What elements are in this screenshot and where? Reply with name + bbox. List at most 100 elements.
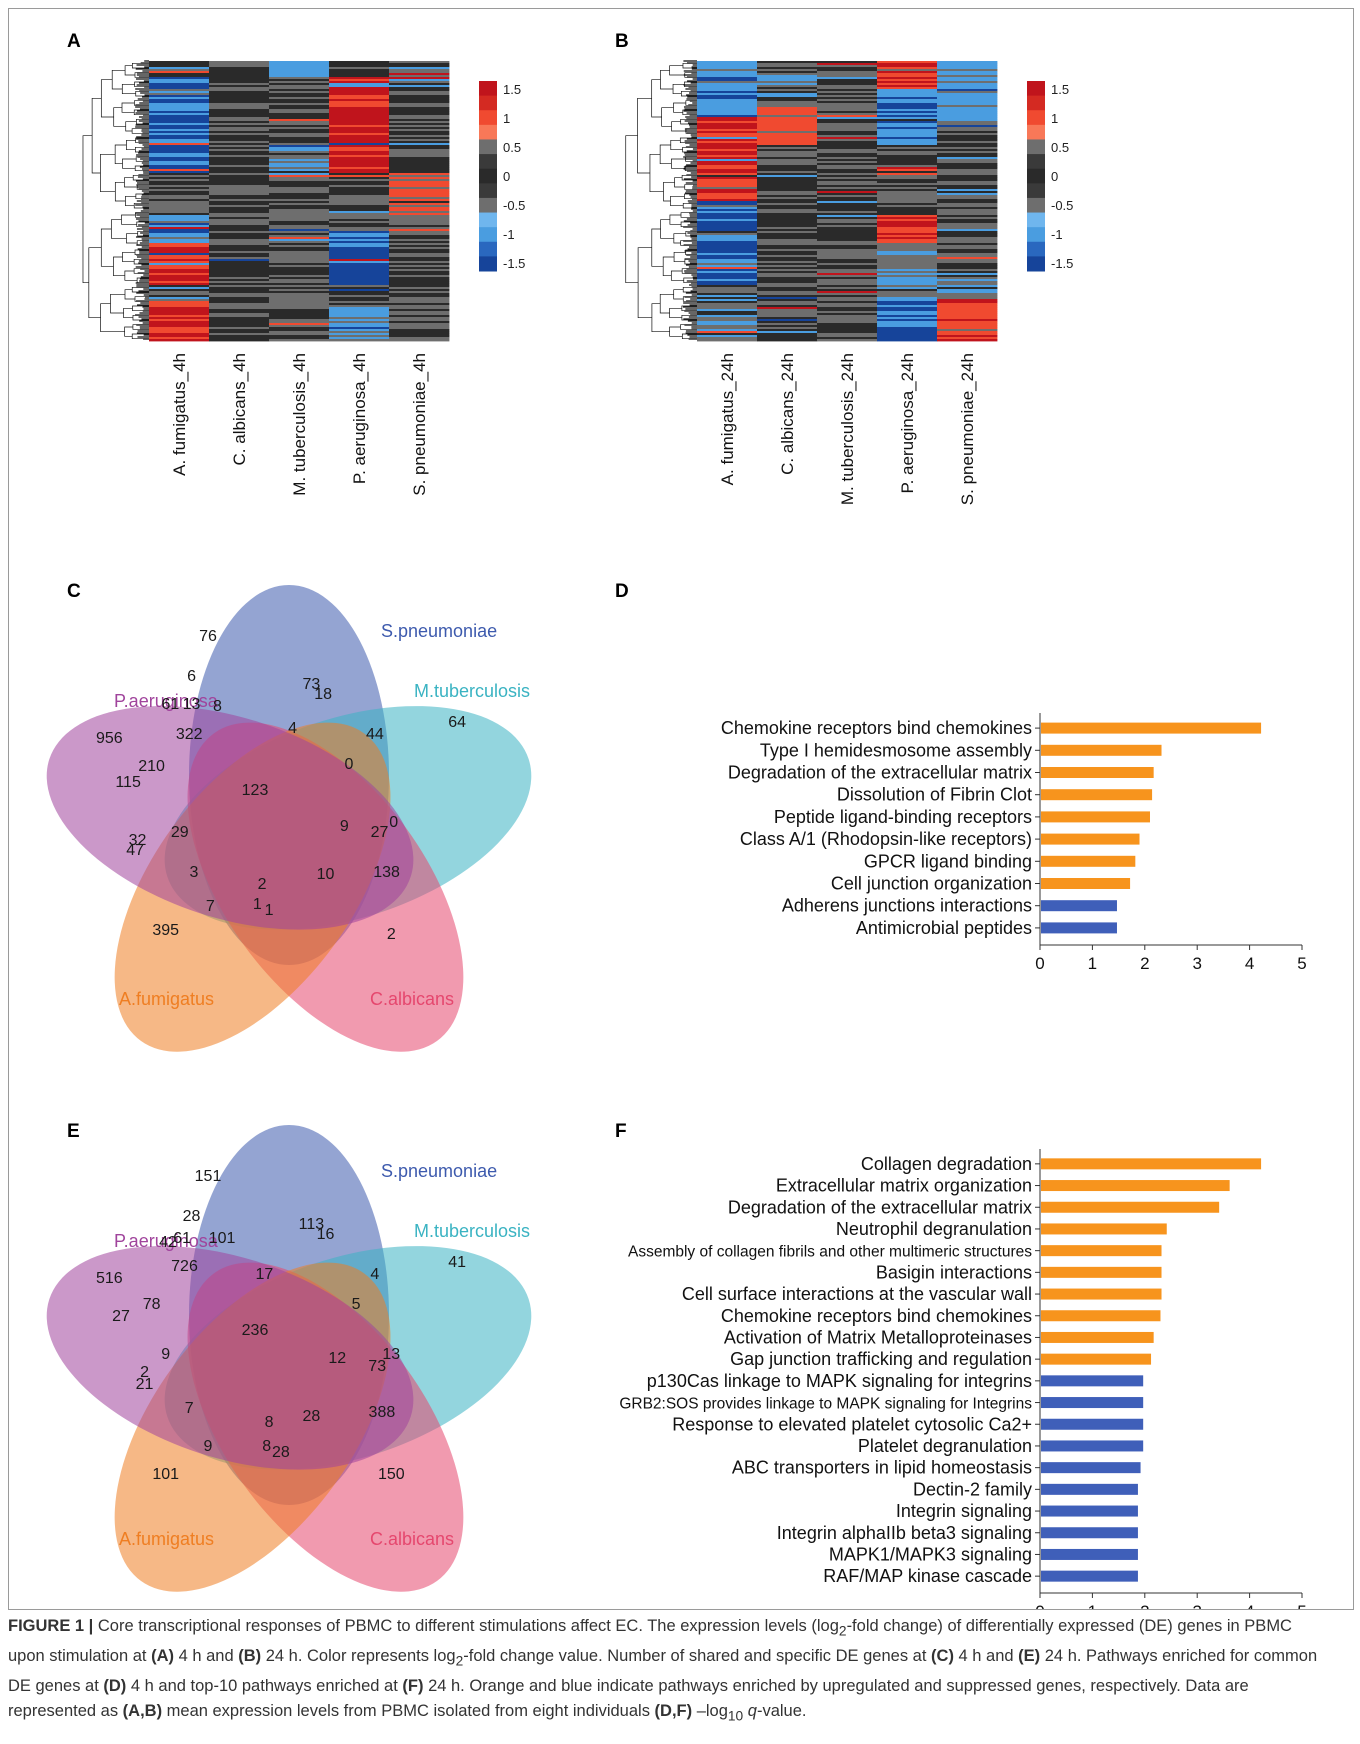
x-tick-label: 2: [1140, 1602, 1149, 1609]
heatmap-cell: [329, 73, 390, 76]
bar: [1041, 789, 1153, 801]
heatmap-cell: [937, 101, 998, 104]
heatmap-cell: [209, 109, 270, 112]
heatmap-cell: [389, 137, 450, 140]
heatmap-cell: [209, 275, 270, 278]
heatmap-cell: [149, 131, 210, 134]
heatmap-cell: [817, 97, 878, 100]
heatmap-cell: [269, 211, 330, 214]
heatmap-cell: [817, 61, 878, 64]
heatmap-cell: [269, 269, 330, 272]
caption-text-10: mean expression levels from PBMC isolate…: [162, 1702, 655, 1721]
heatmap-cell: [149, 149, 210, 152]
heatmap-cell: [269, 123, 330, 126]
heatmap-cell: [877, 67, 938, 70]
heatmap-cell: [817, 191, 878, 194]
dendrogram-branch: [670, 195, 685, 207]
heatmap-cell: [269, 165, 330, 168]
heatmap-cell: [697, 63, 758, 66]
heatmap-cell: [817, 183, 878, 186]
caption-label: FIGURE 1 |: [8, 1617, 94, 1635]
heatmap-cell: [329, 99, 390, 102]
heatmap-cell: [937, 203, 998, 206]
heatmap-cell: [817, 281, 878, 284]
heatmap-cell: [937, 137, 998, 140]
bar-chart-f: 012345Collagen degradationExtracellular …: [619, 1149, 1307, 1609]
colorbar-tick-label: -1: [1051, 227, 1063, 242]
heatmap-cell: [329, 207, 390, 210]
heatmap-cell: [877, 275, 938, 278]
heatmap-cell: [937, 321, 998, 324]
heatmap-cell: [817, 213, 878, 216]
heatmap-cell: [209, 249, 270, 252]
dendrogram-branch: [114, 144, 127, 165]
heatmap-cell: [817, 161, 878, 164]
heatmap-cell: [329, 261, 390, 264]
heatmap-cell: [329, 187, 390, 190]
bar-category-label: Platelet degranulation: [858, 1436, 1032, 1456]
venn-count: 10: [317, 866, 335, 883]
heatmap-cell: [937, 219, 998, 222]
heatmap-cell: [877, 285, 938, 288]
heatmap-cell: [697, 245, 758, 248]
heatmap-cell: [877, 253, 938, 256]
heatmap-cell: [757, 231, 818, 234]
heatmap-cell: [389, 103, 450, 106]
heatmap-cell: [757, 217, 818, 220]
heatmap-cell: [149, 201, 210, 204]
heatmap-cell: [817, 233, 878, 236]
heatmap-cell: [389, 337, 450, 340]
dendrogram-branch: [663, 181, 675, 202]
heatmap-cell: [389, 283, 450, 286]
heatmap-cell: [877, 277, 938, 280]
venn-count: 64: [448, 714, 466, 731]
heatmap-cell: [877, 209, 938, 212]
heatmap-cell: [697, 181, 758, 184]
heatmap-cell: [269, 215, 330, 218]
heatmap-cell: [389, 211, 450, 214]
heatmap-cell: [209, 261, 270, 264]
venn-count: 27: [112, 1308, 130, 1325]
heatmap-cell: [817, 227, 878, 230]
heatmap-cell: [329, 97, 390, 100]
venn-count: 395: [152, 922, 179, 939]
heatmap-cell: [937, 173, 998, 176]
heatmap-cell: [329, 199, 390, 202]
heatmap-cell: [817, 95, 878, 98]
heatmap-cell: [389, 101, 450, 104]
heatmap-cell: [209, 181, 270, 184]
heatmap-cell: [817, 275, 878, 278]
heatmap-cell: [817, 267, 878, 270]
heatmap-cell: [757, 117, 818, 120]
x-tick-label: 4: [1245, 1602, 1254, 1609]
venn-count: 138: [373, 864, 400, 881]
bar-category-label: Type I hemidesmosome assembly: [760, 740, 1032, 760]
heatmap-cell: [209, 293, 270, 296]
heatmap-cell: [877, 147, 938, 150]
heatmap-cell: [697, 241, 758, 244]
heatmap-cell: [269, 89, 330, 92]
heatmap-cell: [149, 269, 210, 272]
heatmap-cell: [697, 187, 758, 190]
heatmap-cell: [937, 213, 998, 216]
heatmap-cell: [269, 145, 330, 148]
heatmap-cell: [209, 263, 270, 266]
heatmap-cell: [329, 63, 390, 66]
heatmap-cell: [209, 221, 270, 224]
heatmap-cell: [937, 73, 998, 76]
heatmap-cell: [269, 61, 330, 64]
heatmap-cell: [877, 233, 938, 236]
heatmap-cell: [757, 327, 818, 330]
heatmap-cell: [937, 297, 998, 300]
bar: [1041, 1440, 1144, 1452]
heatmap-cell: [817, 255, 878, 258]
heatmap-cell: [209, 129, 270, 132]
heatmap-cell: [877, 199, 938, 202]
heatmap-cell: [757, 213, 818, 216]
heatmap-cell: [329, 91, 390, 94]
venn-e: S.pneumoniaeM.tuberculosisC.albicansA.fu…: [46, 1125, 532, 1592]
heatmap-cell: [329, 83, 390, 86]
heatmap-cell: [697, 139, 758, 142]
heatmap-cell: [329, 259, 390, 262]
heatmap-cell: [937, 229, 998, 232]
